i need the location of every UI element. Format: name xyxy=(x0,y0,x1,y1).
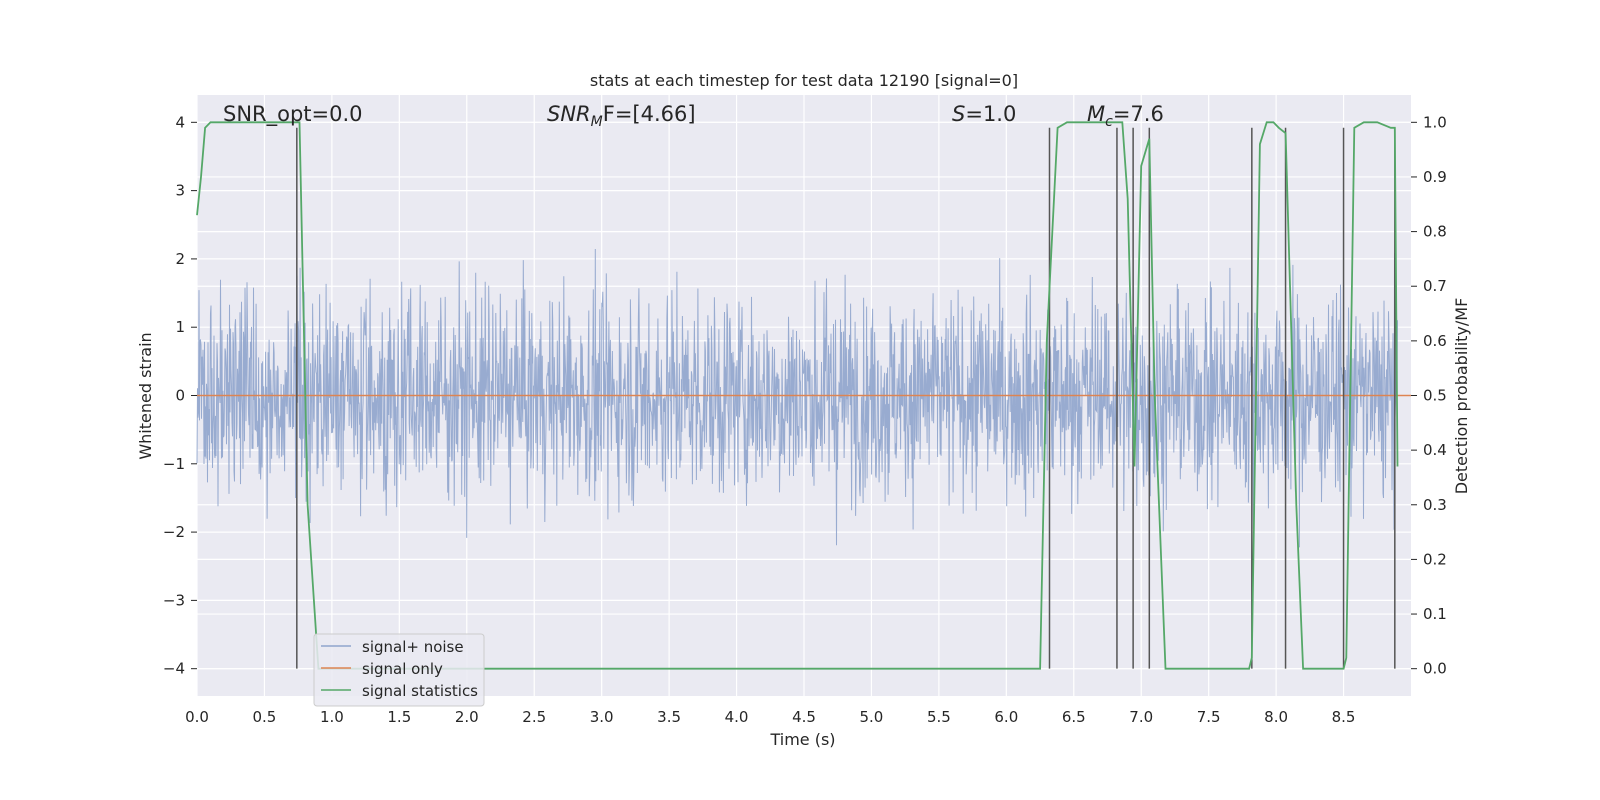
signal-noise-series xyxy=(196,248,1398,548)
x-tick-label: 2.5 xyxy=(522,708,546,726)
signal-statistics-line xyxy=(196,121,1399,670)
y2-tick-label: 0.9 xyxy=(1423,168,1447,186)
annotation-s-rest: =1.0 xyxy=(965,102,1016,126)
chart-title: stats at each timestep for test data 121… xyxy=(590,71,1018,90)
x-tick-label: 8.5 xyxy=(1332,708,1356,726)
y2-tick-label: 1.0 xyxy=(1423,113,1447,131)
annotation-mc-main: M xyxy=(1087,102,1105,126)
annotation-s-main: S xyxy=(952,102,965,126)
y2-tick-label: 0.0 xyxy=(1423,660,1447,678)
x-tick-label: 2.0 xyxy=(455,708,479,726)
signal-statistics-series xyxy=(196,121,1399,670)
y-tick-label: 0 xyxy=(175,387,185,405)
x-tick-label: 0.5 xyxy=(253,708,277,726)
x-axis-label: Time (s) xyxy=(769,730,835,749)
x-tick-label: 3.5 xyxy=(657,708,681,726)
y-tick-label: 4 xyxy=(175,113,185,131)
y-axis-label: Whitened strain xyxy=(136,332,155,459)
y-tick-labels: 4 3 2 1 0 −1 −2 −3 −4 xyxy=(163,113,197,678)
legend-label-signal-only: signal only xyxy=(362,660,443,678)
x-tick-label: 4.0 xyxy=(725,708,749,726)
x-tick-label: 5.0 xyxy=(860,708,884,726)
y-tick-label: 3 xyxy=(175,182,185,200)
x-tick-label: 8.0 xyxy=(1264,708,1288,726)
legend-label-signal-statistics: signal statistics xyxy=(362,682,478,700)
x-tick-label: 6.5 xyxy=(1062,708,1086,726)
legend-box xyxy=(313,633,485,707)
x-tick-label: 0.0 xyxy=(185,708,209,726)
annotation-mc-rest: =7.6 xyxy=(1113,102,1164,126)
annotation-s: S=1.0 xyxy=(952,102,1016,126)
annotation-mc: Mc=7.6 xyxy=(1087,102,1164,130)
x-tick-label: 1.5 xyxy=(387,708,411,726)
annotation-snr-mf-main: SNR xyxy=(547,102,591,126)
y-tick-label: −1 xyxy=(163,455,185,473)
annotation-snr-mf: SNRMF=[4.66] xyxy=(547,102,696,130)
legend: signal+ noise signal only signal statist… xyxy=(313,633,485,707)
x-tick-labels: 0.0 0.5 1.0 1.5 2.0 2.5 3.0 3.5 4.0 4.5 5.0 5.5 6.0 6… xyxy=(185,708,1355,726)
y-tick-label: −4 xyxy=(163,660,185,678)
y2-tick-label: 0.2 xyxy=(1423,550,1447,568)
y2-tick-label: 0.1 xyxy=(1423,605,1447,623)
y-tick-label: −2 xyxy=(163,523,185,541)
x-tick-label: 7.0 xyxy=(1129,708,1153,726)
y2-tick-label: 0.5 xyxy=(1423,387,1447,405)
legend-label-signal-noise: signal+ noise xyxy=(362,638,464,656)
y-tick-label: 1 xyxy=(175,318,185,336)
x-tick-label: 3.0 xyxy=(590,708,614,726)
y2-tick-label: 0.4 xyxy=(1423,441,1447,459)
annotation-snr-opt: SNR_opt=0.0 xyxy=(223,102,363,127)
y-tick-label: −3 xyxy=(163,591,185,609)
y2-axis-label: Detection probability/MF xyxy=(1452,298,1471,495)
y2-tick-labels: 1.0 0.9 0.8 0.7 0.6 0.5 0.4 0.3 0.2 0.1 0.0 xyxy=(1411,113,1447,678)
y2-tick-label: 0.7 xyxy=(1423,277,1447,295)
annotation-mc-sub: c xyxy=(1105,114,1113,130)
y-tick-label: 2 xyxy=(175,250,185,268)
x-tick-label: 4.5 xyxy=(792,708,816,726)
signal-noise-line xyxy=(196,248,1398,548)
x-tick-label: 7.5 xyxy=(1197,708,1221,726)
x-tick-label: 1.0 xyxy=(320,708,344,726)
x-tick-label: 6.0 xyxy=(994,708,1018,726)
y2-tick-label: 0.3 xyxy=(1423,496,1447,514)
y2-tick-label: 0.8 xyxy=(1423,223,1447,241)
y2-tick-label: 0.6 xyxy=(1423,332,1447,350)
annotation-snr-mf-sub: M xyxy=(591,114,603,130)
annotation-snr-mf-rest: F=[4.66] xyxy=(603,102,696,126)
x-tick-label: 5.5 xyxy=(927,708,951,726)
